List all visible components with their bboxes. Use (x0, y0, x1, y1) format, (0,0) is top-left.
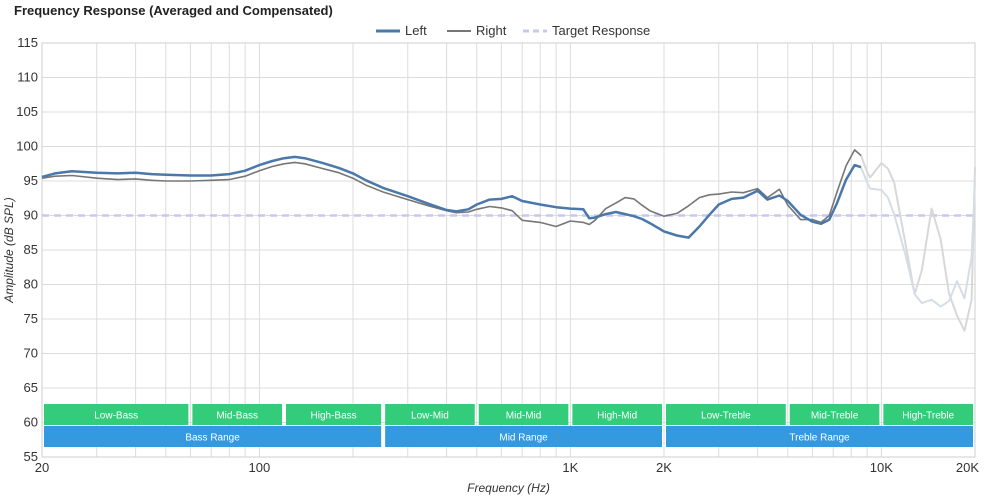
band-mid-treble (789, 404, 880, 425)
x-tick-label: 2K (656, 460, 672, 475)
legend-label-left: Left (405, 23, 427, 38)
band-high-treble (883, 404, 973, 425)
band-bass-range (44, 426, 382, 447)
band-label: Bass Range (185, 433, 240, 444)
y-tick-label: 100 (16, 139, 38, 154)
right-line (41, 149, 862, 228)
y-tick-label: 85 (24, 242, 38, 257)
legend-label-target-response: Target Response (552, 23, 650, 38)
legend-label-right: Right (476, 23, 507, 38)
band-label: High-Mid (597, 411, 637, 422)
band-label: Low-Treble (701, 411, 751, 422)
band-mid-mid (478, 404, 569, 425)
axes: 55 60 65 70 75 80 85 90 95 100 105 110 115 20 100 1K 2K 1… (16, 35, 979, 475)
y-tick-label: 70 (24, 346, 38, 361)
band-label: Mid-Mid (506, 411, 542, 422)
plot-border (41, 42, 976, 458)
x-axis-label: Frequency (Hz) (467, 481, 550, 495)
band-low-treble (666, 404, 786, 425)
band-high-bass (286, 404, 382, 425)
x-tick-label: 1K (562, 460, 578, 475)
y-tick-label: 90 (24, 208, 38, 223)
y-tick-label: 75 (24, 311, 38, 326)
band-label: High-Bass (311, 411, 357, 422)
band-mid-bass (192, 404, 283, 425)
band-label: High-Treble (902, 411, 954, 422)
y-axis-label: Amplitude (dB SPL) (2, 197, 16, 303)
x-tick-label: 20 (35, 460, 49, 475)
frequency-bands: Low-Bass Mid-Bass High-Bass Low-Mid Mid-Mid H… (44, 404, 973, 447)
band-low-bass (44, 404, 189, 425)
band-label: Low-Mid (411, 411, 449, 422)
y-tick-label: 110 (17, 70, 38, 85)
band-label: Low-Bass (94, 411, 138, 422)
series-lines (41, 149, 976, 332)
band-treble-range (666, 426, 973, 447)
y-tick-label: 95 (24, 173, 38, 188)
y-tick-label: 105 (16, 104, 38, 119)
x-tick-label: 100 (249, 460, 271, 475)
right-faded-line (860, 155, 976, 332)
y-tick-label: 65 (24, 380, 38, 395)
band-high-mid (572, 404, 662, 425)
grid-lines (41, 42, 976, 458)
band-label: Mid-Treble (811, 411, 859, 422)
band-low-mid (385, 404, 475, 425)
x-tick-label: 20K (956, 460, 979, 475)
band-mid-range (385, 426, 662, 447)
band-label: Mid-Bass (216, 411, 258, 422)
y-tick-label: 60 (24, 415, 38, 430)
chart-title: Frequency Response (Averaged and Compens… (14, 3, 333, 18)
left-faded-line (860, 166, 976, 308)
left-line (41, 155, 862, 239)
band-label: Mid Range (499, 433, 548, 444)
legend: Left Right Target Response (376, 23, 650, 38)
x-tick-label: 10K (870, 460, 893, 475)
y-tick-label: 80 (24, 277, 38, 292)
y-tick-label: 55 (24, 449, 38, 464)
y-tick-label: 115 (17, 35, 38, 50)
band-label: Treble Range (789, 433, 850, 444)
